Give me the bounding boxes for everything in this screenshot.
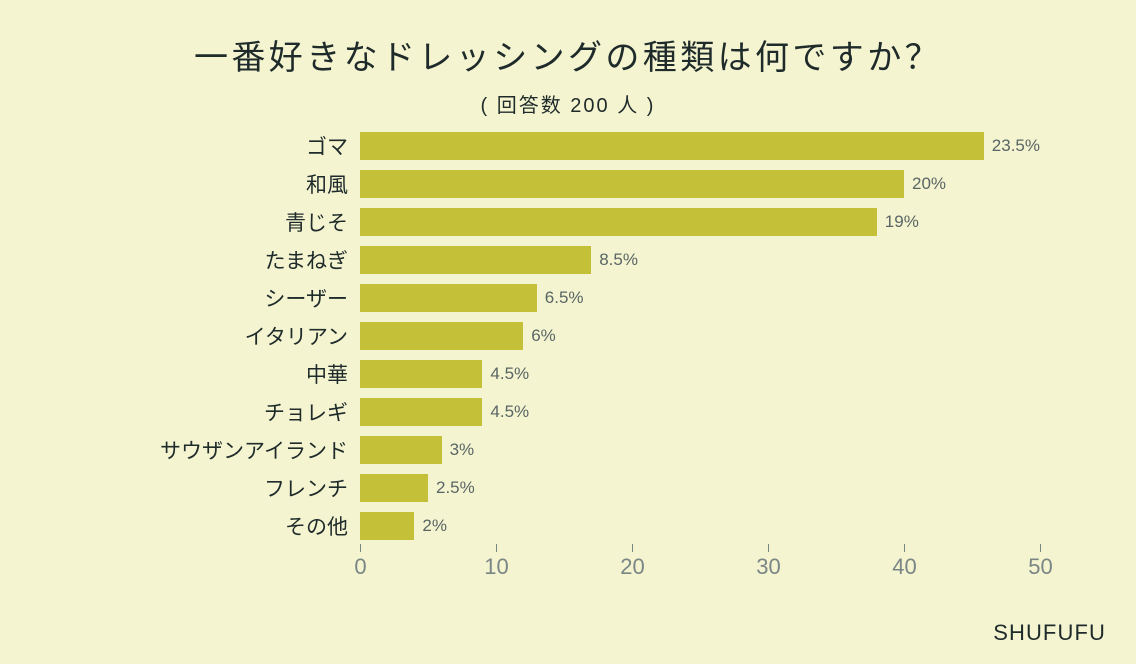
tick-mark — [496, 544, 497, 552]
chart-subtitle: ( 回答数 200 人 ) — [0, 89, 1136, 118]
bar-value: 20% — [904, 174, 946, 194]
x-tick: 30 — [768, 544, 769, 552]
bar — [360, 322, 523, 350]
bar-value: 4.5% — [482, 364, 529, 384]
chart-container: 一番好きなドレッシングの種類は何ですか？ ( 回答数 200 人 ) ゴマ23.… — [0, 0, 1136, 664]
bar-value: 6.5% — [537, 288, 584, 308]
bar — [360, 132, 984, 160]
bar — [360, 284, 537, 312]
tick-label: 40 — [892, 554, 916, 580]
bar-label: シーザー — [264, 283, 360, 313]
bar-value: 2.5% — [428, 478, 475, 498]
tick-mark — [904, 544, 905, 552]
bar-row: チョレギ4.5% — [360, 398, 1040, 426]
bar — [360, 398, 482, 426]
x-tick: 0 — [360, 544, 361, 552]
x-tick: 40 — [904, 544, 905, 552]
tick-label: 30 — [756, 554, 780, 580]
tick-label: 10 — [484, 554, 508, 580]
bar-value: 23.5% — [984, 136, 1040, 156]
bar-row: フレンチ2.5% — [360, 474, 1040, 502]
bar-row: サウザンアイランド3% — [360, 436, 1040, 464]
tick-label: 0 — [354, 554, 366, 580]
bar — [360, 436, 442, 464]
bar-row: たまねぎ8.5% — [360, 246, 1040, 274]
bar-row: 青じそ19% — [360, 208, 1040, 236]
tick-label: 20 — [620, 554, 644, 580]
bar-value: 4.5% — [482, 402, 529, 422]
bar-value: 19% — [877, 212, 919, 232]
bar-label: ゴマ — [306, 131, 360, 161]
bar-row: 中華4.5% — [360, 360, 1040, 388]
bar-row: イタリアン6% — [360, 322, 1040, 350]
x-tick: 10 — [496, 544, 497, 552]
bar-row: その他2% — [360, 512, 1040, 540]
bar-value: 6% — [523, 326, 556, 346]
x-tick: 20 — [632, 544, 633, 552]
bar-value: 8.5% — [591, 250, 638, 270]
bar-label: サウザンアイランド — [160, 435, 360, 465]
bar-row: 和風20% — [360, 170, 1040, 198]
bar — [360, 512, 414, 540]
bar — [360, 246, 591, 274]
tick-mark — [632, 544, 633, 552]
bar-label: その他 — [285, 511, 360, 541]
bar-label: 青じそ — [285, 207, 360, 237]
bar-label: 和風 — [306, 169, 360, 199]
bar-label: チョレギ — [264, 397, 360, 427]
chart-credit: SHUFUFU — [993, 620, 1106, 646]
tick-mark — [360, 544, 361, 552]
bar-label: 中華 — [306, 359, 360, 389]
bar — [360, 170, 904, 198]
tick-mark — [1040, 544, 1041, 552]
tick-mark — [768, 544, 769, 552]
bar — [360, 208, 877, 236]
bar-value: 2% — [414, 516, 447, 536]
bar-label: イタリアン — [245, 321, 360, 351]
bar-label: フレンチ — [264, 473, 360, 503]
bar-row: シーザー6.5% — [360, 284, 1040, 312]
bar — [360, 360, 482, 388]
x-tick: 50 — [1040, 544, 1041, 552]
plot-area: ゴマ23.5% 和風20% 青じそ19% たまねぎ8.5% シーザー6.5% イタリアン6… — [360, 132, 1040, 550]
bar-value: 3% — [442, 440, 475, 460]
x-axis: 0 10 20 30 40 50 — [360, 544, 1040, 584]
tick-label: 50 — [1028, 554, 1052, 580]
chart-title: 一番好きなドレッシングの種類は何ですか？ — [0, 0, 1136, 79]
bar-label: たまねぎ — [265, 245, 360, 275]
bar-row: ゴマ23.5% — [360, 132, 1040, 160]
bar — [360, 474, 428, 502]
